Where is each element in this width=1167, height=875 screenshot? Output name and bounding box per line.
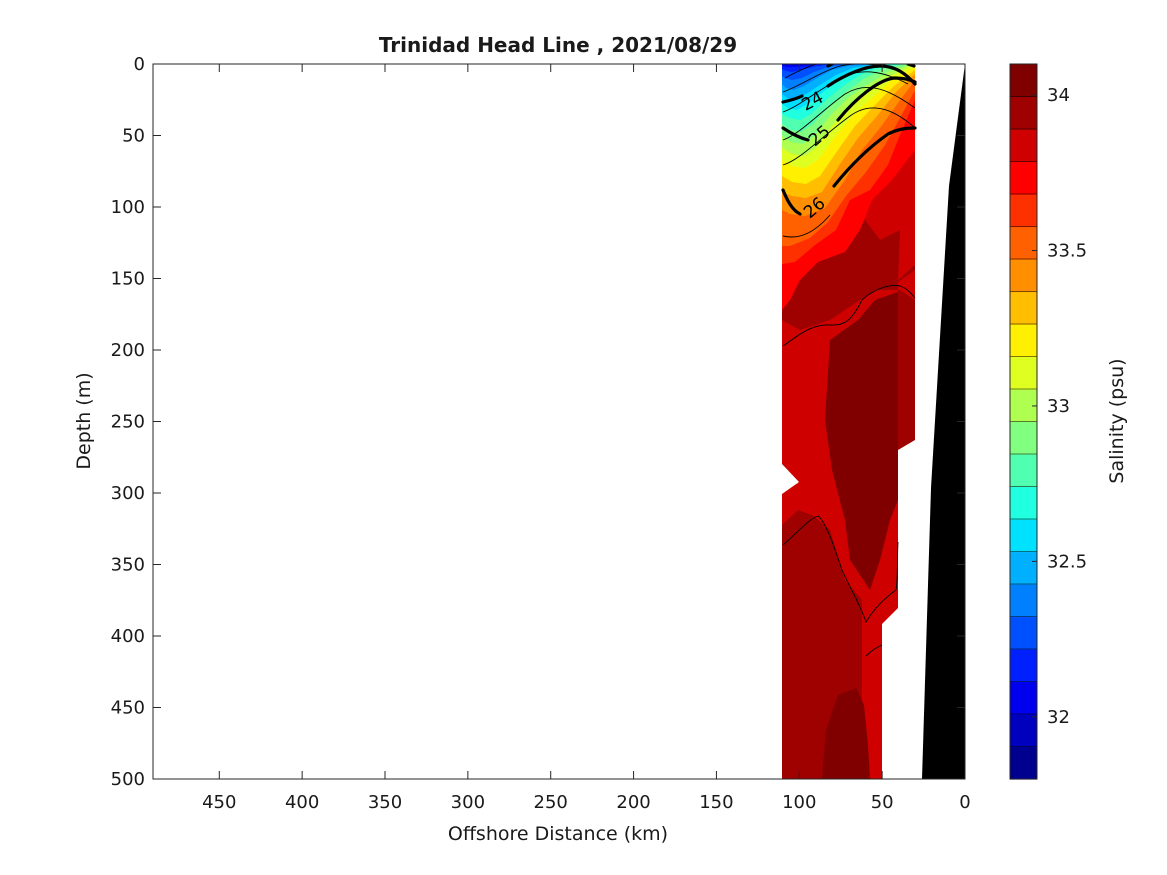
data-gap-notch <box>782 464 799 494</box>
colorbar-swatch <box>1010 64 1037 98</box>
colorbar-swatch <box>1010 194 1037 228</box>
salinity-fill-dark <box>825 292 898 590</box>
y-tick-label: 200 <box>111 340 145 361</box>
colorbar-swatch <box>1010 226 1037 260</box>
colorbar-swatch <box>1010 486 1037 520</box>
y-ticks: 0 50 100 150 200 250 300 350 400 450 500 <box>111 54 965 790</box>
bathymetry <box>922 64 965 779</box>
colorbar-ticks: 32 32.5 33 33.5 34 <box>1032 85 1087 728</box>
density-contours-thick <box>781 64 917 216</box>
salinity-fill-32-3 <box>782 64 836 67</box>
y-tick-label: 150 <box>111 269 145 290</box>
colorbar-swatch <box>1010 161 1037 195</box>
y-tick-label: 100 <box>111 197 145 218</box>
y-tick-label: 250 <box>111 412 145 433</box>
colorbar-swatch <box>1010 519 1037 553</box>
colorbar-tick-label: 32.5 <box>1047 551 1087 572</box>
x-tick-label: 400 <box>285 792 319 813</box>
colorbar-swatch <box>1010 746 1037 780</box>
colorbar-swatch <box>1010 96 1037 130</box>
colorbar-swatch <box>1010 259 1037 293</box>
y-tick-label: 500 <box>111 769 145 790</box>
x-tick-label: 200 <box>616 792 650 813</box>
x-tick-label: 300 <box>451 792 485 813</box>
colorbar-tick-label: 32 <box>1047 707 1070 728</box>
colorbar-frame <box>1009 63 1038 780</box>
y-tick-label: 350 <box>111 555 145 576</box>
colorbar-label: Salinity (psu) <box>1106 358 1128 483</box>
colorbar-swatch <box>1010 584 1037 618</box>
colorbar-swatch <box>1010 356 1037 390</box>
x-axis-label: Offshore Distance (km) <box>448 823 668 845</box>
y-axis-label: Depth (m) <box>73 372 95 469</box>
x-tick-label: 350 <box>368 792 402 813</box>
colorbar-swatch <box>1010 616 1037 650</box>
x-tick-label: 0 <box>959 792 970 813</box>
colorbar-tick-label: 33 <box>1047 396 1070 417</box>
x-ticks: 450 400 350 300 250 200 150 100 50 0 <box>202 64 971 813</box>
y-tick-label: 400 <box>111 626 145 647</box>
colorbar-swatch <box>1010 291 1037 325</box>
x-tick-label: 100 <box>782 792 816 813</box>
y-tick-label: 300 <box>111 483 145 504</box>
colorbar <box>1010 64 1037 780</box>
colorbar-tick-label: 33.5 <box>1047 241 1087 262</box>
colorbar-tick-label: 34 <box>1047 85 1070 106</box>
y-tick-label: 50 <box>122 126 145 147</box>
salinity-fill-dark-bottom <box>822 688 870 779</box>
colorbar-swatch <box>1010 454 1037 488</box>
x-tick-label: 150 <box>699 792 733 813</box>
colorbar-swatch <box>1010 551 1037 585</box>
colorbar-swatch <box>1010 681 1037 715</box>
colorbar-swatch <box>1010 714 1037 748</box>
y-tick-label: 0 <box>134 54 145 75</box>
colorbar-swatch <box>1010 129 1037 163</box>
colorbar-swatch <box>1010 324 1037 358</box>
x-tick-label: 250 <box>534 792 568 813</box>
x-tick-label: 50 <box>871 792 894 813</box>
colorbar-swatch <box>1010 421 1037 455</box>
y-tick-label: 450 <box>111 698 145 719</box>
x-tick-label: 450 <box>202 792 236 813</box>
colorbar-swatch <box>1010 649 1037 683</box>
chart-title: Trinidad Head Line , 2021/08/29 <box>379 33 737 57</box>
